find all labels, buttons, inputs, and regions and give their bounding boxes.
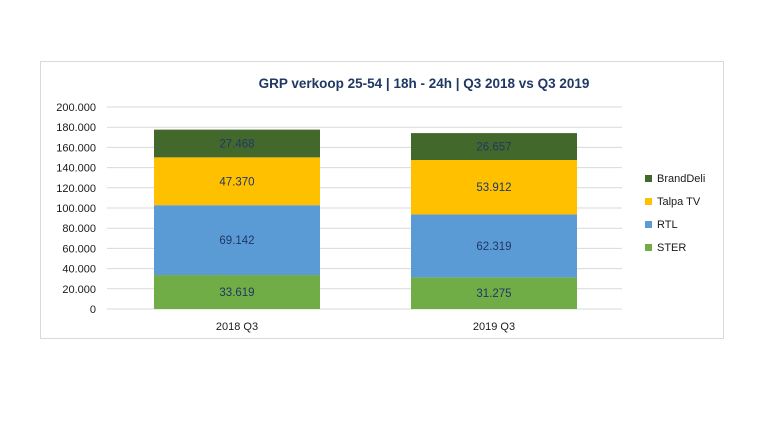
- x-category-label: 2019 Q3: [473, 321, 515, 333]
- data-label-talpa-tv-2018-q3: 47.370: [219, 176, 254, 188]
- legend-swatch: [645, 175, 652, 182]
- y-tick-label: 160.000: [56, 142, 96, 154]
- data-label-rtl-2019-q3: 62.319: [476, 241, 511, 253]
- legend-label: BrandDeli: [657, 173, 705, 185]
- chart-title: GRP verkoop 25-54 | 18h - 24h | Q3 2018 …: [259, 76, 590, 91]
- data-labels: 33.619 69.142 47.370 27.468 31.275 62.319 53.9…: [219, 138, 511, 300]
- data-label-ster-2019-q3: 31.275: [476, 288, 511, 300]
- data-label-rtl-2018-q3: 69.142: [219, 235, 254, 247]
- x-axis-category-labels: 2018 Q3 2019 Q3: [216, 321, 515, 333]
- legend-item-talpa-tv: Talpa TV: [645, 196, 701, 208]
- x-category-label: 2018 Q3: [216, 321, 258, 333]
- y-tick-label: 0: [90, 304, 96, 316]
- data-label-talpa-tv-2019-q3: 53.912: [476, 182, 511, 194]
- y-tick-label: 200.000: [56, 102, 96, 114]
- legend-swatch: [645, 221, 652, 228]
- bar-segment-talpa-tv-2018-q3: [154, 157, 320, 206]
- y-tick-label: 120.000: [56, 183, 96, 195]
- bar-segment-branddeli-2019-q3: [411, 133, 577, 161]
- y-tick-label: 140.000: [56, 163, 96, 175]
- y-tick-label: 80.000: [62, 223, 96, 235]
- bar-segment-ster-2018-q3: [154, 275, 320, 309]
- data-label-branddeli-2018-q3: 27.468: [219, 138, 254, 150]
- bar-segment-rtl-2019-q3: [411, 214, 577, 278]
- y-tick-label: 20.000: [62, 284, 96, 296]
- bars: [154, 129, 577, 309]
- legend-swatch: [645, 198, 652, 205]
- data-label-branddeli-2019-q3: 26.657: [476, 142, 511, 154]
- legend: BrandDeli Talpa TV RTL STER: [645, 173, 705, 254]
- y-tick-label: 40.000: [62, 264, 96, 276]
- y-tick-label: 180.000: [56, 122, 96, 134]
- legend-swatch: [645, 244, 652, 251]
- legend-item-ster: STER: [645, 242, 686, 254]
- y-axis-tick-labels: 0 20.000 40.000 60.000 80.000 100.000 120.000 1…: [56, 102, 96, 316]
- legend-item-branddeli: BrandDeli: [645, 173, 705, 185]
- data-label-ster-2018-q3: 33.619: [219, 287, 254, 299]
- chart-frame: GRP verkoop 25-54 | 18h - 24h | Q3 2018 …: [40, 61, 724, 339]
- bar-segment-branddeli-2018-q3: [154, 129, 320, 158]
- y-tick-label: 100.000: [56, 203, 96, 215]
- y-tick-label: 60.000: [62, 243, 96, 255]
- stacked-bar-chart: GRP verkoop 25-54 | 18h - 24h | Q3 2018 …: [56, 76, 705, 333]
- legend-label: Talpa TV: [657, 196, 701, 208]
- bar-segment-ster-2019-q3: [411, 277, 577, 309]
- legend-item-rtl: RTL: [645, 219, 678, 231]
- bar-segment-rtl-2018-q3: [154, 205, 320, 276]
- legend-label: RTL: [657, 219, 678, 231]
- bar-segment-talpa-tv-2019-q3: [411, 160, 577, 215]
- legend-label: STER: [657, 242, 686, 254]
